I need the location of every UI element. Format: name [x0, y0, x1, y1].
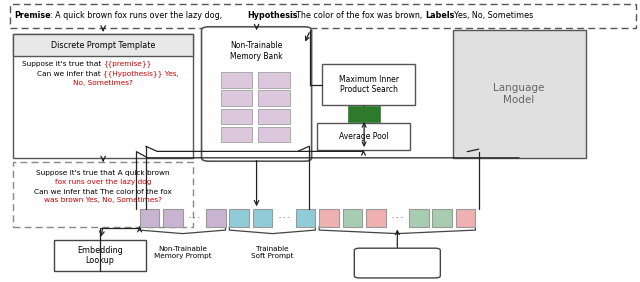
Bar [221, 109, 252, 124]
Text: - - -: - - - [189, 215, 200, 221]
Bar [366, 209, 386, 226]
Text: Suppose it's true that A quick brown: Suppose it's true that A quick brown [36, 170, 170, 176]
Text: was brown Yes, No, Sometimes?: was brown Yes, No, Sometimes? [44, 197, 162, 204]
Bar [221, 127, 252, 142]
Bar [163, 209, 182, 226]
Text: Embedding
Lookup: Embedding Lookup [77, 246, 123, 265]
Bar [317, 123, 410, 150]
Bar [140, 209, 159, 226]
Text: Maximum Inner
Product Search: Maximum Inner Product Search [339, 75, 399, 94]
Bar [13, 34, 193, 56]
Text: Trainable
Soft Prompt: Trainable Soft Prompt [251, 246, 294, 259]
Text: No, Sometimes?: No, Sometimes? [73, 80, 133, 86]
FancyBboxPatch shape [202, 27, 312, 161]
Bar [229, 209, 249, 226]
Bar [319, 209, 339, 226]
Text: : Yes, No, Sometimes: : Yes, No, Sometimes [449, 11, 533, 20]
Text: : A quick brown fox runs over the lazy dog,: : A quick brown fox runs over the lazy d… [50, 11, 225, 20]
FancyBboxPatch shape [355, 248, 440, 278]
Text: Can we infer that The color of the fox: Can we infer that The color of the fox [35, 189, 172, 195]
Bar [259, 91, 290, 106]
Bar [342, 209, 362, 226]
Bar [13, 162, 193, 226]
Text: Discrete Prompt Template: Discrete Prompt Template [51, 41, 156, 50]
Text: - - -: - - - [278, 215, 289, 221]
Text: : The color of the fox was brown,: : The color of the fox was brown, [291, 11, 425, 20]
Text: fox runs over the lazy dog: fox runs over the lazy dog [55, 179, 151, 185]
Text: Can we infer that: Can we infer that [37, 71, 103, 77]
Bar [296, 209, 316, 226]
Bar [433, 209, 452, 226]
Text: Non-Trainable
Memory Prompt: Non-Trainable Memory Prompt [154, 246, 211, 259]
Text: Input
Embeddings: Input Embeddings [374, 253, 421, 273]
Bar [259, 72, 290, 88]
Bar [322, 64, 415, 105]
Bar [409, 209, 429, 226]
Text: Labels: Labels [425, 11, 454, 20]
Text: Suppose it's true that: Suppose it's true that [22, 61, 103, 67]
Bar [452, 30, 586, 158]
Bar [259, 109, 290, 124]
Bar [221, 91, 252, 106]
Bar [13, 34, 193, 158]
Bar [206, 209, 225, 226]
Bar [221, 72, 252, 88]
Bar [54, 240, 146, 271]
Bar [348, 107, 380, 122]
Text: Non-Trainable
Memory Bank: Non-Trainable Memory Bank [230, 41, 283, 61]
Bar [259, 127, 290, 142]
Text: Average Pool: Average Pool [339, 132, 388, 141]
Bar [456, 209, 476, 226]
Bar [10, 4, 636, 28]
Bar [253, 209, 273, 226]
Text: {{Hypothesis}} Yes,: {{Hypothesis}} Yes, [103, 70, 179, 77]
Text: Language
Model: Language Model [493, 83, 545, 105]
Text: - - -: - - - [392, 215, 403, 221]
Text: Hypothesis: Hypothesis [247, 11, 298, 20]
Text: Premise: Premise [14, 11, 51, 20]
Text: {{premise}}: {{premise}} [103, 60, 152, 67]
